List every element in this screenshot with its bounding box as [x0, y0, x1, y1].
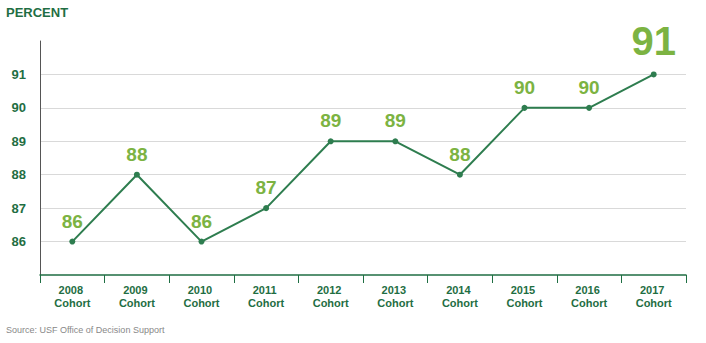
svg-text:Cohort: Cohort — [54, 297, 90, 309]
svg-text:Cohort: Cohort — [377, 297, 413, 309]
svg-text:86: 86 — [62, 211, 83, 232]
svg-text:2014: 2014 — [446, 284, 474, 296]
svg-text:89: 89 — [320, 110, 341, 131]
svg-text:90: 90 — [514, 77, 535, 98]
svg-text:2012: 2012 — [317, 284, 345, 296]
svg-text:Cohort: Cohort — [571, 297, 607, 309]
svg-text:89: 89 — [12, 134, 26, 149]
svg-text:2016: 2016 — [575, 284, 603, 296]
svg-text:2010: 2010 — [188, 284, 216, 296]
svg-text:87: 87 — [12, 201, 26, 216]
svg-text:Cohort: Cohort — [636, 297, 672, 309]
svg-text:2011: 2011 — [253, 284, 280, 296]
svg-text:91: 91 — [12, 67, 26, 82]
svg-text:87: 87 — [256, 177, 277, 198]
svg-text:Cohort: Cohort — [248, 297, 284, 309]
svg-text:Cohort: Cohort — [442, 297, 478, 309]
svg-text:89: 89 — [385, 110, 406, 131]
svg-text:91: 91 — [631, 19, 676, 63]
svg-text:86: 86 — [12, 234, 26, 249]
svg-text:Cohort: Cohort — [313, 297, 349, 309]
svg-text:Cohort: Cohort — [506, 297, 542, 309]
svg-text:88: 88 — [12, 167, 26, 182]
svg-text:Cohort: Cohort — [119, 297, 155, 309]
svg-text:Source: USF Office of Decision: Source: USF Office of Decision Support — [6, 325, 165, 335]
svg-text:Cohort: Cohort — [183, 297, 219, 309]
svg-text:2013: 2013 — [382, 284, 410, 296]
svg-text:2008: 2008 — [59, 284, 87, 296]
svg-text:88: 88 — [126, 144, 147, 165]
svg-text:90: 90 — [12, 100, 26, 115]
svg-text:88: 88 — [449, 144, 470, 165]
svg-text:PERCENT: PERCENT — [6, 5, 68, 20]
svg-text:2017: 2017 — [640, 284, 668, 296]
svg-text:90: 90 — [579, 77, 600, 98]
svg-text:86: 86 — [191, 211, 212, 232]
svg-text:2009: 2009 — [123, 284, 151, 296]
svg-text:2015: 2015 — [511, 284, 539, 296]
